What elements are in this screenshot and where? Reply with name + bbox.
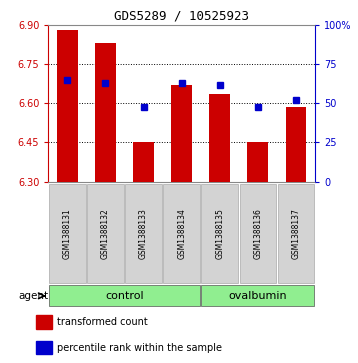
FancyBboxPatch shape [240,184,276,283]
Text: GSM1388133: GSM1388133 [139,208,148,259]
Text: GSM1388134: GSM1388134 [177,208,186,259]
Bar [286,107,306,182]
Text: control: control [105,291,144,301]
FancyBboxPatch shape [202,285,314,306]
Bar [133,142,154,182]
FancyBboxPatch shape [87,184,124,283]
Text: transformed count: transformed count [57,317,148,327]
Title: GDS5289 / 10525923: GDS5289 / 10525923 [114,10,249,23]
Text: GSM1388131: GSM1388131 [63,208,72,258]
Text: agent: agent [19,291,49,301]
FancyBboxPatch shape [49,285,200,306]
Text: GSM1388137: GSM1388137 [291,208,300,259]
Bar [36,341,52,354]
Text: percentile rank within the sample: percentile rank within the sample [57,343,222,352]
FancyBboxPatch shape [163,184,200,283]
FancyBboxPatch shape [202,184,238,283]
FancyBboxPatch shape [49,184,86,283]
Text: GSM1388135: GSM1388135 [215,208,224,259]
Bar [247,142,268,182]
FancyBboxPatch shape [278,184,314,283]
Bar [36,315,52,329]
Text: ovalbumin: ovalbumin [228,291,287,301]
Bar [209,94,230,182]
Bar [95,43,116,182]
Text: GSM1388136: GSM1388136 [253,208,262,259]
FancyBboxPatch shape [125,184,162,283]
Text: GSM1388132: GSM1388132 [101,208,110,258]
Bar [171,85,192,182]
Bar [57,30,78,181]
